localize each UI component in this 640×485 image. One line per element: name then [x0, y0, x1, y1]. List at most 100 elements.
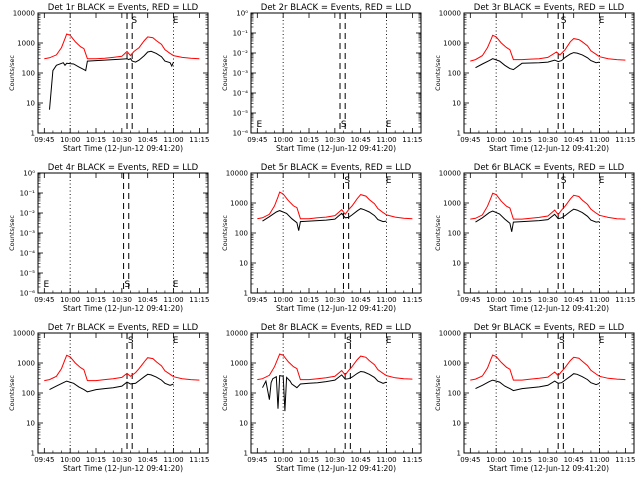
- x-tick-label: 10:00: [60, 456, 80, 464]
- plot-frame: [463, 332, 635, 454]
- plot-frame: [37, 172, 209, 294]
- y-axis-label: Counts/sec: [221, 55, 229, 91]
- x-tick-label: 10:15: [86, 456, 106, 464]
- x-tick-label: 11:15: [402, 136, 422, 144]
- x-tick-label: 10:45: [351, 456, 371, 464]
- x-tick-label: 09:45: [460, 136, 480, 144]
- plot-frame: [37, 12, 209, 134]
- x-axis-label: Start Time (12-Jun-12 09:41:20): [276, 304, 396, 313]
- x-tick-label: 10:15: [86, 296, 106, 304]
- y-tick-label: 100: [235, 390, 248, 398]
- y-tick-label: 10⁻³: [20, 230, 36, 238]
- y-tick-label: 1: [457, 130, 461, 138]
- x-tick-label: 10:00: [486, 456, 506, 464]
- y-tick-label: 10: [239, 260, 248, 268]
- x-tick-label: 11:00: [376, 296, 396, 304]
- y-tick-label: 1: [31, 450, 35, 458]
- y-tick-label: 100: [448, 390, 461, 398]
- panel-title: Det 2r BLACK = Events, RED = LLD: [261, 3, 412, 13]
- event-marker: E: [599, 336, 605, 346]
- series-line-events: [262, 208, 387, 231]
- x-tick-label: 10:30: [325, 296, 345, 304]
- x-axis-label: Start Time (12-Jun-12 09:41:20): [489, 304, 609, 313]
- x-tick-label: 11:15: [615, 136, 635, 144]
- panel-det-1r: Det 1r BLACK = Events, RED = LLD Counts/s…: [8, 3, 209, 153]
- series-line-events: [475, 208, 600, 232]
- y-tick-label: 100: [22, 390, 35, 398]
- x-tick-label: 09:45: [34, 136, 54, 144]
- x-tick-label: 10:15: [299, 136, 319, 144]
- y-axis-label: Counts/sec: [434, 215, 442, 251]
- y-tick-label: 10: [452, 420, 461, 428]
- y-tick-label: 1000: [230, 200, 248, 208]
- y-axis-label: Counts/sec: [434, 375, 442, 411]
- x-tick-label: 10:45: [138, 456, 158, 464]
- x-tick-label: 11:15: [189, 456, 209, 464]
- x-tick-label: 09:45: [460, 456, 480, 464]
- y-tick-label: 100: [22, 70, 35, 78]
- x-tick-label: 11:15: [402, 296, 422, 304]
- y-tick-label: 1: [31, 130, 35, 138]
- y-tick-label: 1000: [443, 360, 461, 368]
- y-axis-label: Counts/sec: [8, 375, 16, 411]
- x-tick-label: 11:00: [163, 456, 183, 464]
- y-tick-label: 10000: [439, 10, 461, 18]
- x-tick-label: 11:00: [376, 136, 396, 144]
- series-line-events: [262, 370, 387, 412]
- series-line-lld: [44, 354, 200, 382]
- series-line-lld: [257, 191, 413, 220]
- event-marker: S: [128, 336, 134, 346]
- event-marker: E: [599, 176, 605, 186]
- event-marker: E: [173, 16, 179, 26]
- y-axis-label: Counts/sec: [8, 215, 16, 251]
- x-tick-label: 10:00: [273, 136, 293, 144]
- x-tick-label: 09:45: [247, 296, 267, 304]
- x-axis-label: Start Time (12-Jun-12 09:41:20): [63, 144, 183, 153]
- panel-title: Det 6r BLACK = Events, RED = LLD: [474, 163, 625, 173]
- x-tick-label: 11:15: [615, 456, 635, 464]
- series-line-lld: [470, 192, 626, 220]
- series-line-lld: [470, 34, 626, 62]
- x-axis-label: Start Time (12-Jun-12 09:41:20): [489, 144, 609, 153]
- x-tick-label: 11:00: [163, 136, 183, 144]
- x-axis-label: Start Time (12-Jun-12 09:41:20): [63, 464, 183, 473]
- y-axis-label: Counts/sec: [8, 55, 16, 91]
- y-tick-label: 10000: [13, 330, 35, 338]
- y-tick-label: 10⁻²: [233, 50, 249, 58]
- event-marker: E: [386, 120, 392, 130]
- series-line-events: [475, 52, 600, 71]
- y-tick-label: 10⁻²: [20, 210, 36, 218]
- y-tick-label: 1000: [17, 40, 35, 48]
- plot-frame: [463, 172, 635, 294]
- panel-det-2r: Det 2r BLACK = Events, RED = LLD Counts/s…: [221, 3, 422, 153]
- y-tick-label: 10⁻⁶: [233, 130, 249, 138]
- y-tick-label: 10: [239, 420, 248, 428]
- event-marker: E: [386, 176, 392, 186]
- y-tick-label: 10⁰: [236, 10, 248, 18]
- x-tick-label: 10:30: [325, 456, 345, 464]
- x-tick-label: 10:30: [538, 296, 558, 304]
- y-tick-label: 10000: [439, 330, 461, 338]
- y-tick-label: 10⁻¹: [20, 190, 36, 198]
- y-tick-label: 10⁻⁵: [233, 110, 249, 118]
- event-marker: S: [341, 120, 347, 130]
- x-tick-label: 10:45: [351, 296, 371, 304]
- panel-det-9r: Det 9r BLACK = Events, RED = LLD Counts/s…: [434, 323, 635, 473]
- y-tick-label: 100: [448, 70, 461, 78]
- x-tick-label: 10:45: [351, 136, 371, 144]
- panel-title: Det 5r BLACK = Events, RED = LLD: [261, 163, 412, 173]
- y-tick-label: 10000: [226, 330, 248, 338]
- x-tick-label: 09:45: [34, 296, 54, 304]
- x-tick-label: 09:45: [247, 136, 267, 144]
- event-marker: E: [173, 280, 179, 290]
- panel-det-6r: Det 6r BLACK = Events, RED = LLD Counts/s…: [434, 163, 635, 313]
- series-line-events: [49, 50, 174, 110]
- plot-frame: [37, 332, 209, 454]
- panel-det-3r: Det 3r BLACK = Events, RED = LLD Counts/s…: [434, 3, 635, 153]
- y-tick-label: 10⁻¹: [233, 30, 249, 38]
- panel-title: Det 8r BLACK = Events, RED = LLD: [261, 323, 412, 333]
- x-tick-label: 11:15: [615, 296, 635, 304]
- y-tick-label: 10⁰: [23, 170, 35, 178]
- event-marker: S: [559, 336, 565, 346]
